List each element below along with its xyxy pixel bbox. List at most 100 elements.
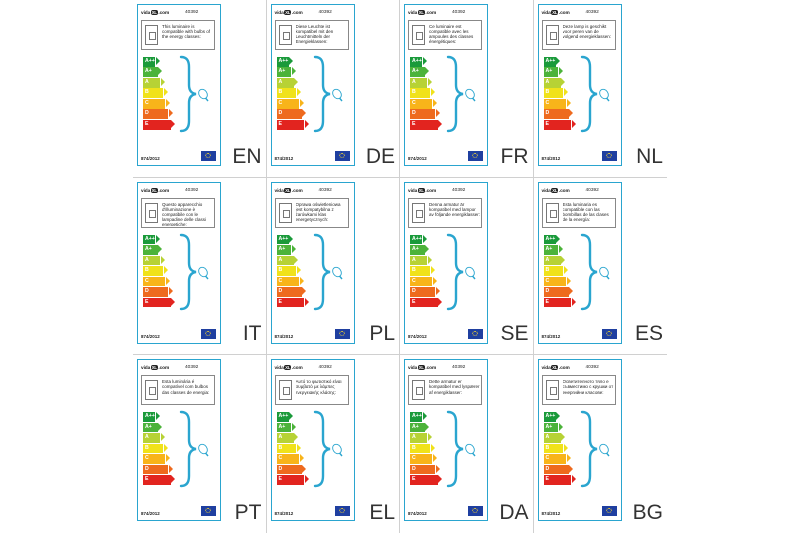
eu-flag-icon: [601, 151, 617, 161]
energy-class-label: E: [145, 120, 149, 127]
logo-badge: XL: [150, 365, 158, 371]
energy-class-label: B: [145, 444, 149, 451]
energy-label-cell: vida XL .com 40392 Oprawa oświetleniowa jest…: [266, 177, 400, 356]
compatibility-box: Diese Leuchte ist kompatibel mit den Leu…: [274, 20, 349, 50]
energy-class-label: A++: [545, 413, 556, 420]
regulation-code: 874/2012: [541, 511, 561, 517]
product-sku: 40392: [318, 365, 332, 371]
energy-class-bar: B: [143, 88, 168, 99]
eu-flag-icon: [468, 328, 483, 339]
energy-class-label: A++: [545, 235, 556, 242]
product-sku: 40392: [185, 365, 199, 371]
compatibility-box: Esta luminaria es compatible con las bom…: [541, 197, 616, 228]
logo-prefix: vida: [541, 366, 551, 372]
energy-label-card: vida XL .com 40392 Esta luminaria es compati…: [537, 181, 622, 344]
regulation-code: 874/2012: [408, 333, 427, 339]
eu-flag-icon: [334, 328, 350, 339]
energy-class-bar: A+: [543, 422, 563, 433]
bulb-icon: [198, 444, 209, 457]
energy-class-bar: A+: [410, 67, 429, 78]
language-code: SE: [500, 322, 529, 346]
energy-class-scale: A++ A+ A B C D E: [410, 234, 444, 308]
luminaire-icon: [145, 380, 158, 401]
logo-badge: XL: [417, 187, 425, 193]
energy-class-scale: A++ A+ A B C D E: [276, 412, 311, 485]
logo-suffix: .com: [291, 11, 303, 16]
energy-class-scale: A++ A+ A B C D E: [543, 57, 578, 130]
language-code: DA: [499, 501, 529, 524]
energy-class-bar: A++: [276, 234, 294, 245]
compatibility-box: Αυτό το φωτιστικό είναι συμβατό με λάμπε…: [274, 375, 349, 406]
compatibility-box: Dette armatur er kompatibel med lyspærer…: [408, 375, 482, 406]
energy-class-label: E: [278, 120, 282, 127]
eu-flag-icon: [468, 151, 483, 161]
energy-class-label: C: [145, 455, 149, 462]
energy-class-label: D: [412, 465, 416, 472]
energy-class-bar: A++: [543, 57, 561, 67]
energy-class-bar: B: [276, 88, 301, 99]
energy-class-bar: A: [543, 77, 566, 88]
language-code: PT: [234, 501, 262, 524]
energy-label-cell: vida XL .com 40392 Deze lamp is geschikt voo…: [533, 0, 667, 178]
energy-class-label: A++: [545, 58, 556, 64]
compatibility-text: Осветителното тяло е съвместимо с крушки…: [562, 379, 614, 395]
luminaire-icon: [412, 380, 425, 401]
energy-class-label: E: [278, 298, 282, 305]
logo-prefix: vida: [141, 188, 151, 194]
energy-class-label: C: [545, 277, 550, 284]
energy-class-label: B: [278, 89, 283, 96]
curly-brace-icon: [313, 411, 343, 488]
energy-class-label: E: [145, 298, 149, 305]
energy-label-cell: vida XL .com 40392 Diese Leuchte ist kompati…: [266, 0, 400, 178]
energy-label-card: vida XL .com 40392 This luminaire is compati…: [137, 4, 221, 166]
energy-class-label: D: [545, 288, 550, 295]
vidaxl-logo: vida XL .com: [275, 187, 303, 194]
vidaxl-logo: vida XL .com: [141, 10, 169, 16]
energy-class-label: C: [145, 277, 149, 284]
energy-class-bar: A: [410, 255, 433, 266]
energy-class-label: C: [545, 455, 550, 462]
energy-class-bar: A: [143, 255, 166, 266]
energy-class-label: A: [278, 256, 283, 263]
bulb-icon: [598, 88, 610, 102]
vidaxl-logo: vida XL .com: [408, 187, 436, 194]
energy-class-label: E: [545, 120, 549, 127]
product-sku: 40392: [452, 10, 466, 15]
logo-prefix: vida: [274, 366, 284, 372]
energy-class-label: D: [145, 288, 149, 295]
logo-prefix: vida: [408, 188, 418, 194]
curly-brace-icon: [580, 411, 610, 488]
product-sku: 40392: [318, 187, 332, 193]
energy-class-label: C: [412, 99, 416, 106]
energy-class-bar: A: [276, 77, 299, 88]
regulation-code: 874/2012: [274, 156, 294, 161]
bulb-icon: [465, 266, 476, 280]
energy-class-label: B: [545, 89, 550, 96]
compatibility-box: Ce luminaire est compatible avec les amp…: [408, 20, 482, 50]
energy-class-bar: B: [543, 88, 568, 99]
energy-class-bar: E: [276, 297, 309, 308]
energy-class-label: A+: [545, 246, 553, 253]
energy-label-cell: vida XL .com 40392 Esta luminária é compatív…: [133, 355, 267, 533]
energy-class-label: D: [278, 288, 283, 295]
energy-class-bar: C: [276, 276, 305, 287]
bulb-icon: [331, 266, 343, 280]
energy-class-scale: A++ A+ A B C D E: [410, 57, 444, 130]
energy-class-bar: C: [143, 454, 171, 464]
energy-class-label: A++: [278, 58, 289, 64]
energy-label-cell: vida XL .com 40392 Dette armatur er kompatib…: [400, 355, 534, 533]
energy-class-bar: B: [410, 266, 435, 276]
bulb-icon: [331, 444, 343, 457]
compatibility-box: Deze lamp is geschikt voor peren van de …: [541, 20, 616, 50]
compatibility-text: Deze lamp is geschikt voor peren van de …: [562, 24, 612, 40]
energy-label-cell: vida XL .com 40392 Αυτό το φωτιστικό είναι σ…: [267, 355, 400, 533]
energy-class-label: C: [278, 277, 283, 284]
energy-class-bar: A+: [543, 245, 563, 255]
energy-class-label: E: [412, 298, 416, 305]
energy-class-label: A: [412, 256, 416, 263]
regulation-code: 874/2012: [408, 511, 427, 517]
eu-flag-icon: [601, 506, 617, 517]
regulation-code: 874/2012: [274, 511, 294, 517]
energy-class-bar: A+: [276, 67, 296, 78]
energy-class-bar: D: [276, 287, 307, 297]
